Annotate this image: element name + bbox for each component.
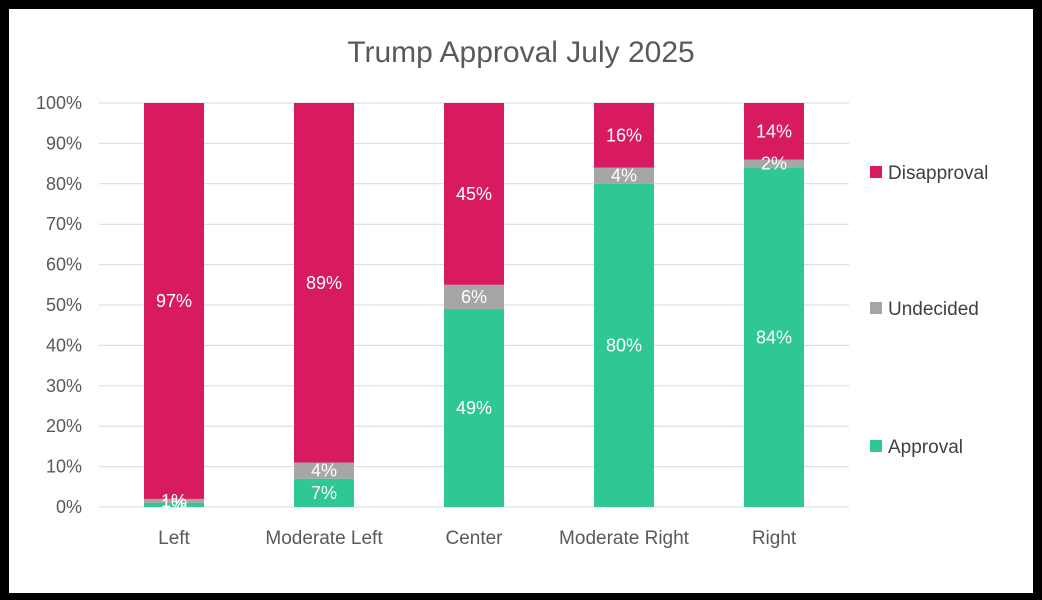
stacked-bar-chart: Trump Approval July 2025 0% 10% 20% 30% 40% 5… (36, 36, 988, 549)
data-label: 6% (461, 287, 487, 307)
y-tick-label: 80% (46, 174, 82, 194)
y-tick-label: 100% (36, 93, 82, 113)
bar-segment-disapproval (744, 103, 804, 160)
data-label: 89% (306, 273, 342, 293)
bar-segment-approval (294, 478, 354, 507)
legend-label-undecided: Undecided (888, 299, 979, 320)
chart-frame: Trump Approval July 2025 0% 10% 20% 30% 40% 5… (9, 9, 1033, 593)
bar-segment-approval (444, 309, 504, 507)
y-tick-label: 0% (56, 497, 82, 517)
data-label: 7% (311, 483, 337, 503)
bar-segment-undecided (444, 284, 504, 310)
data-label: 2% (761, 154, 787, 174)
legend-label-approval: Approval (888, 437, 963, 458)
y-tick-label: 70% (46, 214, 82, 234)
x-category-label: Center (445, 528, 503, 549)
data-label: 80% (606, 335, 642, 355)
y-tick-label: 40% (46, 335, 82, 355)
y-tick-label: 20% (46, 416, 82, 436)
bar-segment-undecided (594, 167, 654, 184)
bar-segment-undecided (144, 498, 204, 503)
y-axis-ticks: 0% 10% 20% 30% 40% 50% 60% 70% 80% 90% 100% (36, 93, 82, 517)
data-label: 1% (161, 491, 187, 511)
chart-title: Trump Approval July 2025 (347, 36, 694, 69)
y-tick-label: 30% (46, 376, 82, 396)
data-label: 84% (756, 327, 792, 347)
legend-label-disapproval: Disapproval (888, 163, 988, 184)
bar-segment-disapproval (144, 103, 204, 499)
data-labels: 1%1%97%7%4%89%49%6%45%80%4%16%84%2%14% (156, 121, 792, 515)
bar-segment-approval (744, 167, 804, 507)
bars (144, 103, 804, 508)
data-label: 45% (456, 184, 492, 204)
bar-segment-undecided (294, 462, 354, 479)
legend-swatch-undecided (870, 302, 882, 314)
x-category-label: Left (158, 528, 190, 549)
y-tick-label: 90% (46, 133, 82, 153)
bar-segment-disapproval (444, 103, 504, 285)
data-label: 4% (611, 166, 637, 186)
legend: Disapproval Undecided Approval (870, 163, 988, 458)
bar-segment-disapproval (594, 103, 654, 168)
x-category-label: Moderate Right (559, 528, 690, 549)
bar-segment-approval (594, 183, 654, 508)
y-tick-label: 50% (46, 295, 82, 315)
data-label: 1% (161, 495, 187, 515)
data-label: 97% (156, 291, 192, 311)
data-label: 14% (756, 121, 792, 141)
x-axis-categories: Left Moderate Left Center Moderate Right Rig… (158, 528, 797, 549)
bar-segment-approval (144, 502, 204, 507)
bar-segment-undecided (744, 159, 804, 168)
bar-segment-disapproval (294, 103, 354, 463)
x-category-label: Moderate Left (265, 528, 383, 549)
data-label: 16% (606, 125, 642, 145)
x-category-label: Right (752, 528, 797, 549)
legend-swatch-approval (870, 440, 882, 452)
data-label: 4% (311, 461, 337, 481)
legend-swatch-disapproval (870, 166, 882, 178)
data-label: 49% (456, 398, 492, 418)
y-tick-label: 10% (46, 457, 82, 477)
y-tick-label: 60% (46, 255, 82, 275)
